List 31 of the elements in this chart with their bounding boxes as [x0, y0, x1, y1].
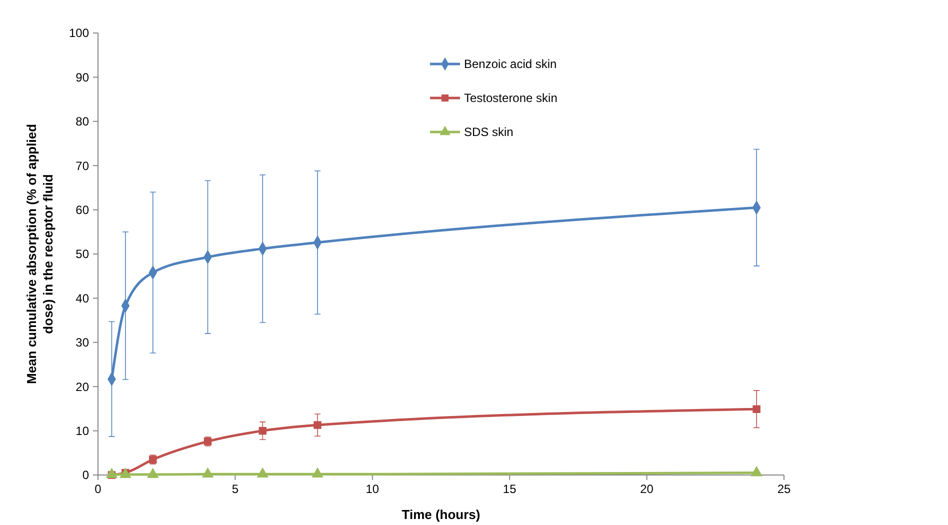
y-tick-label: 10: [76, 424, 90, 438]
x-tick-label: 15: [502, 482, 517, 496]
y-tick-label: 70: [76, 158, 90, 173]
y-tick-label: 30: [76, 336, 90, 350]
point: [314, 421, 322, 429]
legend-label: Benzoic acid skin: [464, 57, 557, 72]
y-tick-label: 90: [76, 70, 90, 84]
point: [752, 405, 760, 414]
y-axis-title: Mean cumulative absorption (% of applied dose) in the receptor fluid: [24, 124, 56, 384]
y-tick-label: 20: [76, 380, 90, 394]
y-tick-label: 50: [76, 247, 90, 262]
x-axis-title: Time (hours): [402, 507, 480, 522]
point: [202, 467, 214, 478]
x-tick-label: 5: [232, 482, 239, 496]
y-tick-label: 0: [82, 468, 90, 482]
legend-label: SDS skin: [464, 125, 514, 140]
y-tick-label: 60: [76, 203, 90, 217]
point: [750, 466, 762, 476]
point: [312, 467, 324, 478]
x-tick-label: 25: [777, 482, 791, 496]
y-tick-label: 100: [68, 26, 90, 40]
point: [256, 467, 269, 478]
x-tick-label: 20: [640, 482, 654, 496]
point: [106, 468, 118, 478]
x-tick-label: 10: [366, 482, 380, 496]
x-tick-label: 0: [94, 482, 102, 496]
point: [146, 468, 159, 478]
y-tick-label: 80: [76, 114, 90, 129]
point: [258, 426, 267, 435]
legend-label: Testosterone skin: [464, 91, 558, 106]
y-tick-label: 40: [76, 291, 90, 306]
